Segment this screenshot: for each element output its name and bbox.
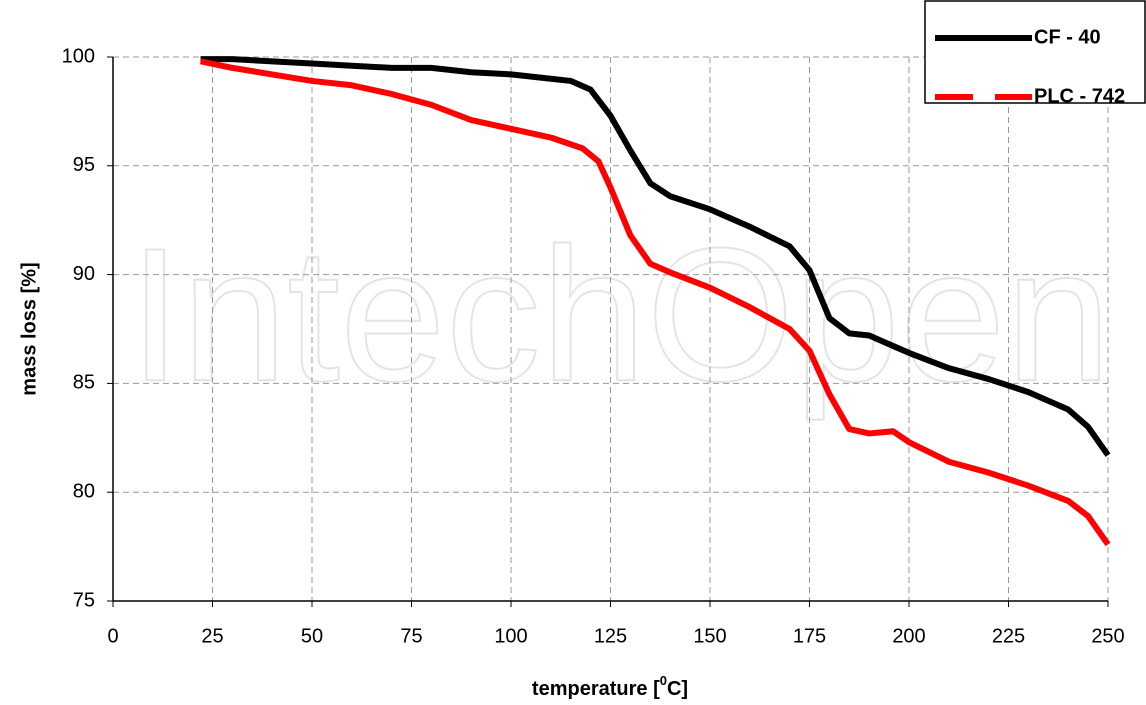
line-series	[200, 56, 1111, 457]
x-axis-label: temperature [0C]	[532, 673, 688, 700]
y-tick-label: 90	[73, 263, 95, 285]
legend-box	[924, 0, 1146, 104]
x-tick-label: 25	[201, 625, 223, 647]
y-axis-label: mass loss [%]	[18, 262, 40, 395]
x-tick-label: 125	[594, 625, 627, 647]
x-tick-label: 250	[1091, 625, 1124, 647]
x-tick-label: 225	[992, 625, 1025, 647]
legend-label: CF - 40	[1034, 26, 1101, 48]
y-tick-label: 95	[73, 154, 95, 176]
watermark: IntechOpen	[129, 209, 1111, 421]
y-tick-label: 85	[73, 372, 95, 394]
line-series	[199, 58, 1111, 547]
x-tick-label: 75	[400, 625, 422, 647]
x-tick-label: 175	[793, 625, 826, 647]
legend-label: PLC - 742	[1034, 85, 1125, 107]
x-tick-label: 200	[892, 625, 925, 647]
y-tick-label: 80	[73, 480, 95, 502]
x-tick-label: 150	[693, 625, 726, 647]
x-axis-label-part: temperature [	[532, 678, 660, 700]
x-tick-label: 50	[301, 625, 323, 647]
x-tick-label: 0	[107, 625, 118, 647]
x-tick-label: 100	[494, 625, 527, 647]
x-axis-label-sup: 0	[660, 673, 667, 688]
x-axis-label-part: C]	[667, 678, 688, 700]
y-tick-label: 100	[62, 45, 95, 67]
y-tick-label: 75	[73, 589, 95, 611]
